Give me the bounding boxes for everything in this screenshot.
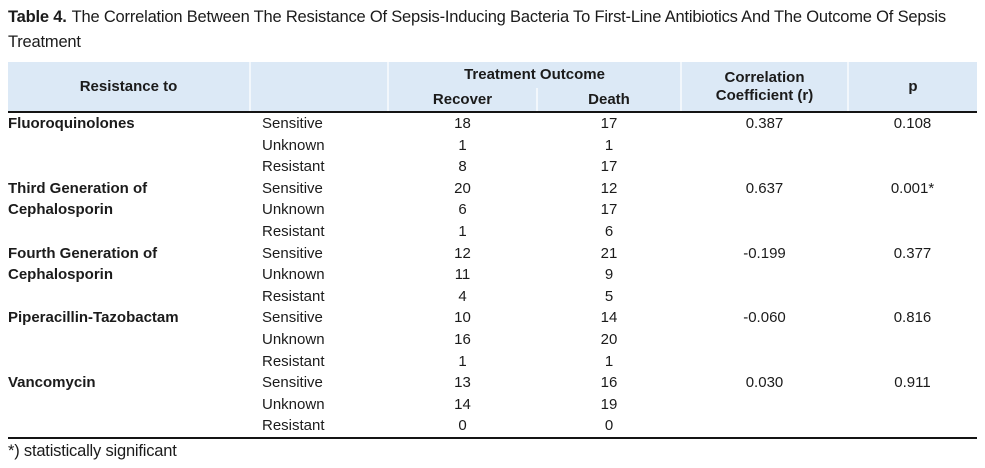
death-count-cell: 16 [600,374,618,392]
antibiotic-name-cell: Vancomycin [8,374,96,392]
resistance-status-cell: Sensitive [262,179,323,197]
death-count-cell: 5 [604,287,614,305]
correlation-coefficient-cell: -0.060 [743,309,786,327]
table-body: Fluoroquinolones Sensitive 18 17 0.387 0.108 U… [8,112,977,438]
resistance-status-cell: Resistant [262,352,325,370]
header-death: Death [536,88,681,113]
table-row: Resistant 1 1 [8,351,977,373]
resistance-status-cell: Resistant [262,222,325,240]
resistance-status-cell: Unknown [262,330,325,348]
death-count-cell: 1 [604,136,614,154]
death-count-cell: 20 [600,330,618,348]
recover-count-cell: 10 [454,309,471,327]
resistance-status-cell: Sensitive [262,309,323,327]
recover-count-cell: 11 [454,266,471,284]
p-value-cell: 0.816 [893,309,932,327]
resistance-status-cell: Sensitive [262,115,323,132]
antibiotic-name-cell: Piperacillin-Tazobactam [8,309,179,327]
death-count-cell: 6 [604,222,614,240]
resistance-status-cell: Sensitive [262,244,323,262]
p-value-cell: 0.377 [893,244,932,262]
header-recover: Recover [387,88,537,113]
table-caption-label: Table 4. [8,8,67,26]
death-count-cell: 17 [600,201,618,219]
table-row: Resistant 1 6 [8,221,977,243]
significance-footnote: *) statistically significant [8,441,177,460]
recover-count-cell: 0 [458,417,467,435]
header-treatment-outcome: Treatment Outcome [387,62,681,88]
recover-count-cell: 13 [454,374,471,392]
death-count-cell: 14 [600,309,618,327]
recover-count-cell: 1 [458,222,467,240]
table-header: Resistance to Treatment Outcome Correlat… [8,62,977,113]
resistance-status-cell: Resistant [262,417,325,435]
correlation-coefficient-cell: -0.199 [743,244,786,262]
death-count-cell: 0 [604,417,614,435]
table-row: Unknown 14 19 [8,394,977,416]
table-row: Fluoroquinolones Sensitive 18 17 0.387 0.108 [8,112,977,135]
table-row: Vancomycin Sensitive 13 16 0.030 0.911 [8,372,977,394]
table-caption-text: The Correlation Between The Resistance O… [8,8,946,51]
correlation-table: Resistance to Treatment Outcome Correlat… [8,62,977,439]
death-count-cell: 12 [600,179,618,197]
header-status-blank [249,62,388,113]
antibiotic-name-cell: Fluoroquinolones [8,115,135,132]
correlation-coefficient-cell: 0.637 [745,179,784,197]
correlation-coefficient-cell: 0.030 [745,374,784,392]
antibiotic-name-cell: Third Generation of Cephalosporin [8,179,148,219]
recover-count-cell: 1 [458,352,467,370]
recover-count-cell: 4 [458,287,467,305]
resistance-status-cell: Resistant [262,287,325,305]
p-value-cell: 0.001* [890,179,935,197]
table-row: Piperacillin-Tazobactam Sensitive 10 14 -0.0… [8,307,977,329]
p-value-cell: 0.108 [893,115,932,132]
resistance-status-cell: Unknown [262,136,325,154]
resistance-status-cell: Sensitive [262,374,323,392]
death-count-cell: 17 [600,115,618,132]
header-correlation-coefficient: Correlation Coefficient (r) [680,62,848,113]
resistance-status-cell: Unknown [262,395,325,413]
recover-count-cell: 1 [458,136,467,154]
table-row: Resistant 0 0 [8,415,977,438]
recover-count-cell: 20 [454,179,471,197]
recover-count-cell: 12 [454,244,471,262]
death-count-cell: 17 [600,158,618,176]
recover-count-cell: 6 [458,201,467,219]
table-row: Unknown 11 9 [8,264,977,286]
table-row: Fourth Generation of Cephalosporin Sensit… [8,243,977,284]
table-row: Resistant 4 5 [8,286,977,308]
table-row: Unknown 6 17 [8,199,977,221]
death-count-cell: 21 [600,244,618,262]
header-p-value: p [847,62,977,113]
resistance-status-cell: Resistant [262,158,325,176]
table-row: Third Generation of Cephalosporin Sensiti… [8,178,977,219]
death-count-cell: 1 [604,352,614,370]
header-resistance-to: Resistance to [8,62,250,113]
death-count-cell: 19 [600,395,618,413]
recover-count-cell: 18 [454,115,471,132]
resistance-status-cell: Unknown [262,266,325,284]
resistance-status-cell: Unknown [262,201,325,219]
table-caption: Table 4. The Correlation Between The Resi… [8,5,948,55]
death-count-cell: 9 [604,266,614,284]
correlation-coefficient-cell: 0.387 [745,115,784,132]
recover-count-cell: 16 [454,330,471,348]
recover-count-cell: 8 [458,158,467,176]
antibiotic-name-cell: Fourth Generation of Cephalosporin [8,244,158,284]
table-row: Resistant 8 17 [8,156,977,178]
table-row: Unknown 1 1 [8,135,977,157]
recover-count-cell: 14 [454,395,471,413]
p-value-cell: 0.911 [894,374,931,392]
table-row: Unknown 16 20 [8,329,977,351]
